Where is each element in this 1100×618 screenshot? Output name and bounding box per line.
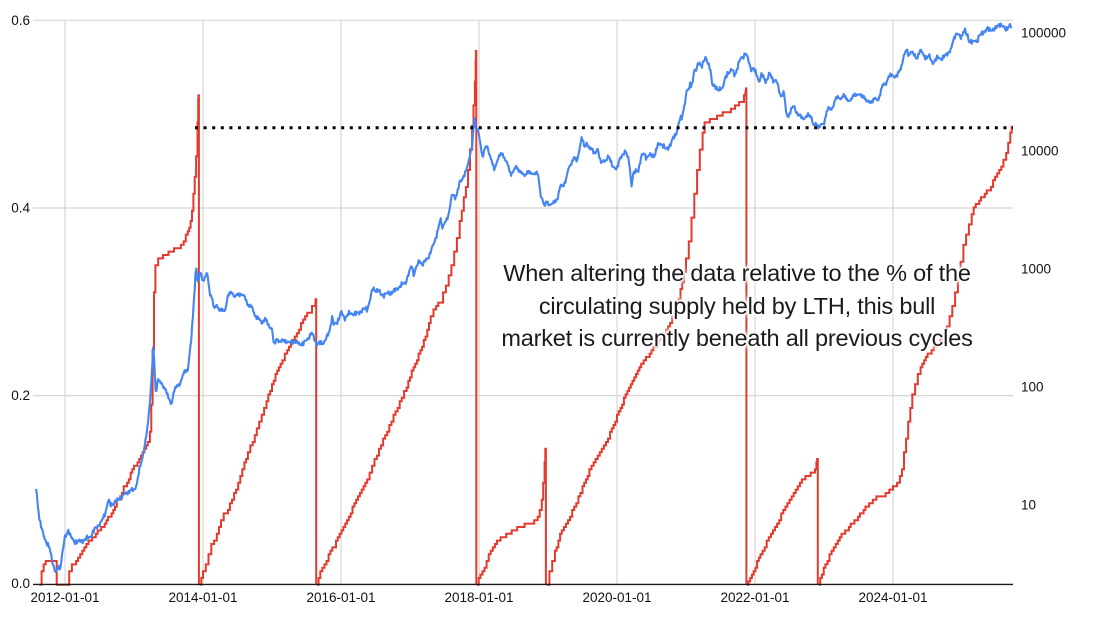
annotation-line-3: market is currently beneath all previous… <box>501 325 973 351</box>
right-axis-tick-label: 10000 <box>1021 143 1059 158</box>
x-axis-tick-label: 2016-01-01 <box>306 590 375 605</box>
left-axis-tick-label: 0.2 <box>11 388 30 403</box>
right-axis-tick-label: 10 <box>1021 497 1036 512</box>
x-axis-tick-label: 2012-01-01 <box>30 590 99 605</box>
x-axis-tick-label: 2024-01-01 <box>858 590 927 605</box>
annotation-text: When altering the data relative to the %… <box>437 257 1037 355</box>
x-axis-tick-label: 2014-01-01 <box>168 590 237 605</box>
left-axis-tick-label: 0.4 <box>11 200 30 215</box>
right-axis-tick-label: 100 <box>1021 379 1044 394</box>
x-axis-tick-label: 2018-01-01 <box>444 590 513 605</box>
x-axis-tick-label: 2020-01-01 <box>582 590 651 605</box>
right-axis-tick-label: 100000 <box>1021 25 1066 40</box>
annotation-line-1: When altering the data relative to the %… <box>503 260 971 286</box>
x-axis-tick-label: 2022-01-01 <box>720 590 789 605</box>
annotation-line-2: circulating supply held by LTH, this bul… <box>538 292 936 319</box>
left-axis-tick-label: 0.6 <box>11 13 30 28</box>
right-axis-tick-label: 1000 <box>1021 261 1051 276</box>
red-series-line <box>39 50 1013 586</box>
left-axis-tick-label: 0.0 <box>11 576 30 591</box>
blue-series-line <box>34 22 1013 573</box>
